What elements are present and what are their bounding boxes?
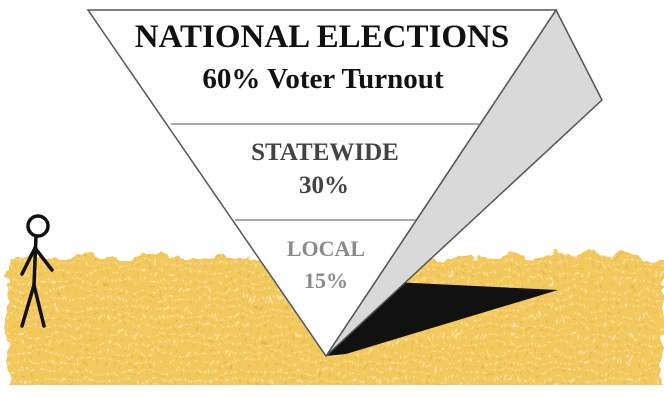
national-tier-title: NATIONAL ELECTIONS [135, 19, 509, 55]
local-tier-turnout: 15% [304, 268, 348, 293]
local-tier-title: LOCAL [287, 236, 365, 261]
national-tier-turnout: 60% Voter Turnout [202, 63, 444, 95]
statewide-tier-title: STATEWIDE [251, 139, 399, 166]
statewide-tier-turnout: 30% [299, 172, 349, 199]
